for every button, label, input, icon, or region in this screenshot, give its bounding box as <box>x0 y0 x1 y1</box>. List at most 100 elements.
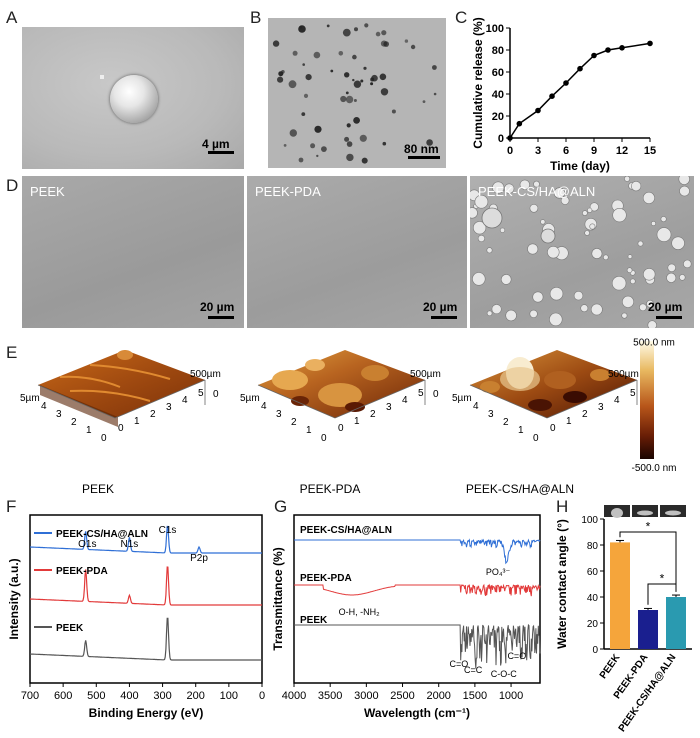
nanoparticle <box>301 112 306 116</box>
surface-particle <box>679 185 690 197</box>
scale-bar <box>656 316 682 319</box>
peak-annotation: O1s <box>78 539 96 550</box>
x-tick-label: 700 <box>21 690 39 702</box>
afm-y-tick: 1 <box>354 416 360 427</box>
surface-particle <box>549 286 564 301</box>
peak-annotation: C=C <box>464 665 483 675</box>
peak-annotation: N1s <box>121 539 139 550</box>
nanoparticle <box>346 141 353 147</box>
surface-particle <box>667 263 676 273</box>
x-tick-label: 3000 <box>354 690 378 702</box>
surface-particle <box>671 236 685 250</box>
afm-y-tick: 3 <box>598 402 604 413</box>
nanoparticle <box>353 80 362 88</box>
afm-ztick: 0 <box>213 389 219 400</box>
chart-f-xps: 700 600 500 400 300 200 100 0 Binding Energy (eV… <box>7 514 265 720</box>
surface-particle <box>477 234 485 243</box>
nanoparticle <box>326 24 330 28</box>
ftir-series-line <box>294 538 541 565</box>
nanoparticle <box>340 95 347 103</box>
panel-label-b: B <box>250 8 262 27</box>
surface-particle <box>639 303 647 312</box>
y-axis-label: Water contact angle (°) <box>555 519 569 649</box>
bar <box>638 610 658 649</box>
surface-particle <box>474 194 489 209</box>
nanoparticle <box>310 143 316 149</box>
surface-particle <box>621 312 628 319</box>
microsphere <box>110 75 158 123</box>
x-tick-label: 2500 <box>390 690 414 702</box>
nanoparticle <box>359 134 367 142</box>
nanoparticle <box>404 39 409 43</box>
nanoparticle <box>371 74 378 82</box>
afm-surface-peek-pda <box>257 350 426 419</box>
nanoparticle <box>330 69 334 73</box>
y-tick-label: 80 <box>492 45 504 57</box>
surface-particle <box>573 290 584 301</box>
surface-particle <box>589 223 596 230</box>
afm-x-tick: 0 <box>321 433 327 444</box>
nanoparticle <box>410 44 416 50</box>
surface-particle <box>499 227 506 233</box>
x-tick-label: 500 <box>87 690 105 702</box>
nanoparticle <box>353 99 357 102</box>
peak-annotation: P2p <box>190 553 208 564</box>
afm-y-tick: 2 <box>150 409 156 420</box>
afm-y-tick: 5 <box>418 388 424 399</box>
afm-x-tick: 4 <box>261 401 267 412</box>
significance-bracket <box>647 583 677 605</box>
data-point <box>619 45 625 51</box>
scale-bar <box>431 316 457 319</box>
surface-particle <box>492 181 505 194</box>
x-tick-label: 6 <box>563 145 569 157</box>
nanoparticle <box>321 146 327 153</box>
data-point <box>647 40 653 47</box>
peak-annotation: O-H, -NH₂ <box>339 607 380 617</box>
nanoparticle <box>313 51 321 59</box>
surface-particle <box>587 207 593 213</box>
scale-bar-label: 20 µm <box>423 300 458 314</box>
nanoparticle <box>363 66 367 70</box>
afm-y-tick: 3 <box>386 402 392 413</box>
afm-y-tick: 5 <box>630 388 636 399</box>
afm-x-tick: 0 <box>101 433 107 444</box>
scale-bar <box>208 316 234 319</box>
nanoparticle <box>364 23 369 28</box>
nanoparticle <box>432 65 437 70</box>
droplet <box>637 510 653 516</box>
afm-x-tick: 5µm <box>240 393 260 404</box>
afm-y-tick: 3 <box>166 402 172 413</box>
afm-y-tick: 4 <box>182 395 188 406</box>
nanoparticle <box>379 73 387 81</box>
afm-y-tick: 4 <box>614 395 620 406</box>
surface-particle <box>611 275 627 291</box>
ftir-series-line <box>294 583 541 597</box>
surface-particle <box>631 181 642 192</box>
nanoparticle <box>352 54 357 60</box>
afm-y-tick: 1 <box>566 416 572 427</box>
nanoparticle <box>433 92 437 96</box>
surface-particle <box>584 230 590 236</box>
surface-particle <box>660 216 667 223</box>
x-tick-label: 0 <box>507 145 513 157</box>
afm-zlabel: 500µm <box>410 369 441 380</box>
x-tick-label: 15 <box>644 145 656 157</box>
afm-x-tick: 0 <box>533 433 539 444</box>
surface-particle <box>486 247 493 254</box>
release-line <box>509 42 651 139</box>
x-axis-label: Time (day) <box>550 159 610 173</box>
legend-label: PEEK-CS/HA@ALN <box>56 529 148 540</box>
afm-title: PEEK <box>82 482 114 495</box>
surface-particle <box>589 202 599 212</box>
panel-label-c: C <box>455 8 468 27</box>
series-label: PEEK-PDA <box>300 573 352 584</box>
nanoparticle <box>344 136 350 142</box>
nanoparticle <box>283 144 287 147</box>
panel-label-a: A <box>6 8 18 27</box>
surface-particle <box>622 295 635 308</box>
afm-x-tick: 3 <box>276 409 282 420</box>
afm-x-tick: 1 <box>306 425 312 436</box>
afm-x-tick: 3 <box>488 409 494 420</box>
surface-particle <box>642 191 655 204</box>
